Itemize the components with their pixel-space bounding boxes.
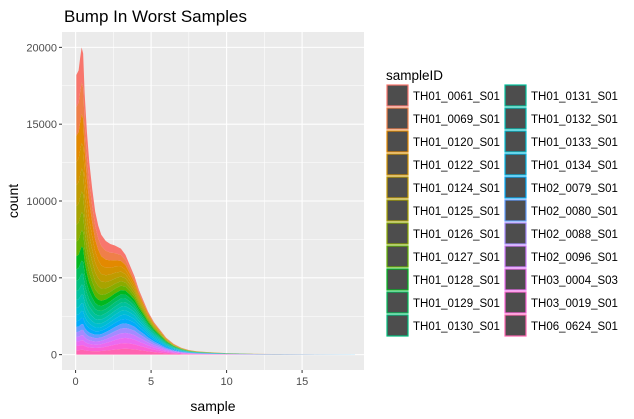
legend-key <box>386 153 409 176</box>
legend-item: TH01_0127_S01 <box>386 245 500 268</box>
legend-item: TH01_0131_S01 <box>504 84 618 107</box>
legend-item: TH01_0128_S01 <box>386 268 500 291</box>
x-axis: 0 5 10 15 <box>73 370 308 388</box>
legend-key <box>386 84 409 107</box>
legend-label: TH02_0080_S01 <box>531 206 618 218</box>
legend-key <box>504 245 527 268</box>
legend-key <box>504 176 527 199</box>
legend-key <box>504 222 527 245</box>
x-tick-label: 0 <box>73 376 79 388</box>
legend-label: TH01_0061_S01 <box>413 91 500 103</box>
legend-label: TH02_0079_S01 <box>531 183 618 195</box>
y-tick-label: 0 <box>51 350 57 362</box>
x-tick-label: 15 <box>296 376 308 388</box>
legend-item: TH02_0096_S01 <box>504 245 618 268</box>
legend-label: TH01_0132_S01 <box>531 114 618 126</box>
legend-item: TH06_0624_S01 <box>504 314 618 337</box>
legend-item: TH01_0132_S01 <box>504 107 618 130</box>
y-tick-label: 5000 <box>33 273 57 285</box>
legend-label: TH01_0125_S01 <box>413 206 500 218</box>
legend-key <box>386 199 409 222</box>
legend-label: TH01_0120_S01 <box>413 137 500 149</box>
legend-title: sampleID <box>386 68 443 83</box>
legend-key <box>386 130 409 153</box>
legend-key <box>386 268 409 291</box>
legend-key <box>386 314 409 337</box>
legend-key <box>504 153 527 176</box>
legend-key <box>504 199 527 222</box>
legend-item: TH01_0061_S01 <box>386 84 500 107</box>
grid-lines <box>62 32 364 370</box>
y-tick-label: 20000 <box>26 42 57 54</box>
legend-key <box>386 176 409 199</box>
legend-item: TH01_0129_S01 <box>386 291 500 314</box>
legend-label: TH01_0134_S01 <box>531 160 618 172</box>
legend-item: TH01_0130_S01 <box>386 314 500 337</box>
series-band-TH03_0019_S01 <box>76 343 355 355</box>
legend-item: TH01_0134_S01 <box>504 153 618 176</box>
legend-label: TH02_0088_S01 <box>531 229 618 241</box>
legend-label: TH01_0129_S01 <box>413 298 500 310</box>
legend-item: TH02_0080_S01 <box>504 199 618 222</box>
legend-key <box>386 291 409 314</box>
x-tick-label: 10 <box>220 376 232 388</box>
legend-key <box>504 107 527 130</box>
y-axis-title: count <box>5 184 21 218</box>
legend-label: TH01_0130_S01 <box>413 321 500 333</box>
legend-label: TH01_0069_S01 <box>413 114 500 126</box>
legend-item: TH01_0125_S01 <box>386 199 500 222</box>
legend-key <box>386 245 409 268</box>
y-tick-label: 15000 <box>26 119 57 131</box>
legend-item: TH01_0069_S01 <box>386 107 500 130</box>
legend-key <box>504 314 527 337</box>
stacked-bars <box>76 47 355 355</box>
chart-title: Bump In Worst Samples <box>64 7 247 26</box>
legend-item: TH01_0122_S01 <box>386 153 500 176</box>
legend: TH01_0061_S01 TH01_0069_S01 TH01_0120_S01 T… <box>386 84 618 337</box>
legend-item: TH02_0088_S01 <box>504 222 618 245</box>
x-tick-label: 5 <box>148 376 154 388</box>
legend-key <box>504 130 527 153</box>
y-axis: 0 5000 10000 15000 20000 <box>26 42 62 362</box>
legend-key <box>386 107 409 130</box>
legend-label: TH01_0128_S01 <box>413 275 500 287</box>
legend-label: TH06_0624_S01 <box>531 321 618 333</box>
legend-key <box>504 268 527 291</box>
legend-item: TH03_0019_S01 <box>504 291 618 314</box>
legend-label: TH01_0126_S01 <box>413 229 500 241</box>
legend-label: TH01_0127_S01 <box>413 252 500 264</box>
legend-item: TH03_0004_S03 <box>504 268 618 291</box>
legend-label: TH03_0004_S03 <box>531 275 618 287</box>
legend-label: TH01_0133_S01 <box>531 137 618 149</box>
legend-item: TH01_0120_S01 <box>386 130 500 153</box>
legend-key <box>386 222 409 245</box>
legend-label: TH02_0096_S01 <box>531 252 618 264</box>
legend-item: TH01_0126_S01 <box>386 222 500 245</box>
legend-label: TH01_0122_S01 <box>413 160 500 172</box>
legend-item: TH01_0124_S01 <box>386 176 500 199</box>
legend-item: TH02_0079_S01 <box>504 176 618 199</box>
legend-key <box>504 84 527 107</box>
legend-label: TH01_0131_S01 <box>531 91 618 103</box>
series-band-TH06_0624_S01 <box>76 348 355 355</box>
legend-label: TH03_0019_S01 <box>531 298 618 310</box>
legend-key <box>504 291 527 314</box>
x-axis-title: sample <box>190 398 235 414</box>
legend-item: TH01_0133_S01 <box>504 130 618 153</box>
y-tick-label: 10000 <box>26 196 57 208</box>
legend-label: TH01_0124_S01 <box>413 183 500 195</box>
